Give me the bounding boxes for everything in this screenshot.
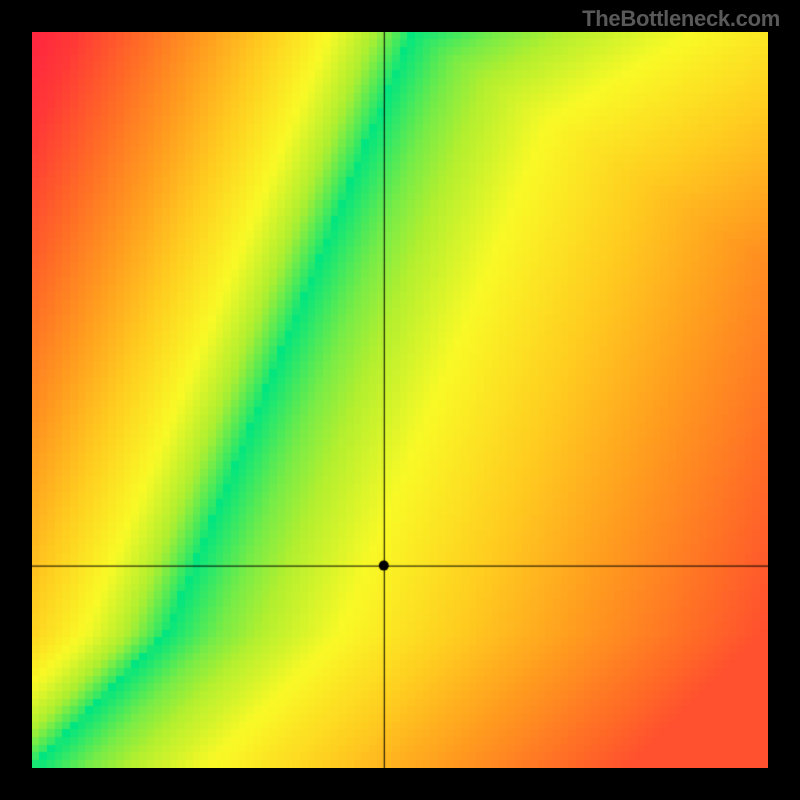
- page-root: TheBottleneck.com: [0, 0, 800, 800]
- bottleneck-heatmap: [32, 32, 768, 768]
- watermark-text: TheBottleneck.com: [582, 6, 780, 32]
